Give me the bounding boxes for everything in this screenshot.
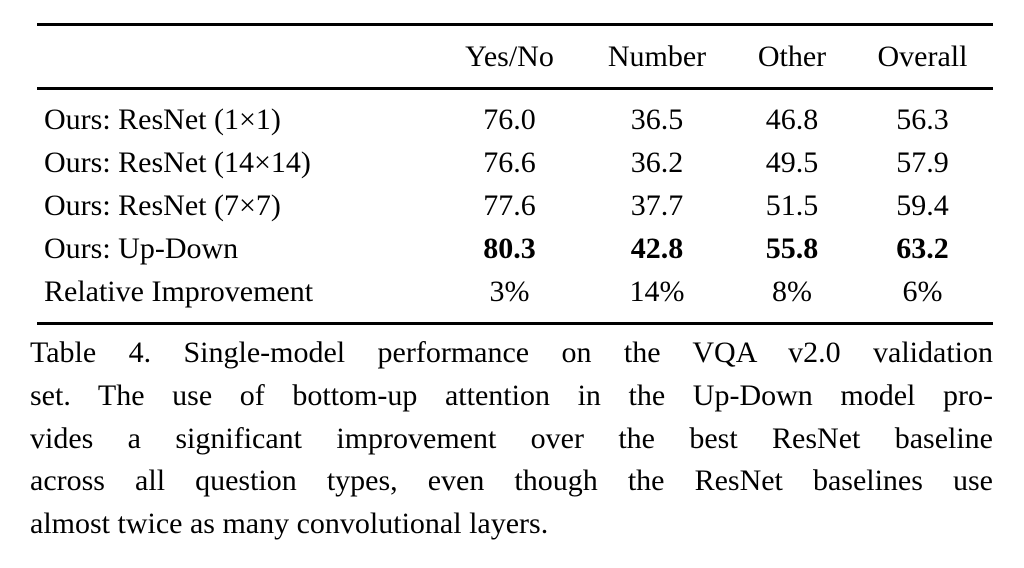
row-label: Ours: ResNet (14×14) [44, 146, 311, 179]
column-header-yes-no: Yes/No [465, 40, 554, 73]
caption-line: Table 4. Single-model performance on the… [30, 336, 993, 369]
column-header-blank [37, 26, 437, 87]
cell-yes-no: 80.3 [483, 232, 536, 265]
column-header-overall: Overall [877, 40, 968, 73]
results-table: Yes/No Number Other Overall Ours: ResNet… [37, 23, 993, 325]
cell-number: 14% [629, 275, 685, 308]
table-row-resnet-14x14: Ours: ResNet (14×14) 76.6 36.2 49.5 57.9 [37, 141, 993, 184]
column-header-other: Other [757, 40, 827, 73]
row-label: Relative Improvement [44, 275, 314, 308]
table-rule-bottom [37, 322, 993, 325]
cell-yes-no: 76.0 [483, 103, 536, 136]
cell-number: 36.5 [630, 103, 684, 136]
cell-overall: 56.3 [896, 103, 949, 136]
caption-line: set. The use of bottom-up attention in t… [30, 378, 993, 412]
caption-line: across all question types, even though t… [30, 464, 993, 498]
table-body: Ours: ResNet (1×1) 76.0 36.5 46.8 56.3 O… [37, 90, 993, 322]
cell-number: 42.8 [630, 232, 684, 265]
cell-yes-no: 76.6 [483, 146, 536, 179]
row-label: Ours: Up-Down [44, 232, 239, 265]
table-rule-mid [37, 87, 993, 90]
row-label: Ours: ResNet (1×1) [44, 103, 281, 136]
cell-other: 8% [772, 275, 812, 308]
table-row-relative-improvement: Relative Improvement 3% 14% 8% 6% [37, 270, 993, 313]
cell-overall: 63.2 [896, 232, 949, 265]
caption-line: almost twice as many convolutional layer… [30, 507, 549, 541]
cell-other: 55.8 [765, 232, 819, 265]
table-caption: Table 4. Single-model performance on the… [30, 332, 993, 546]
cell-yes-no: 77.6 [483, 189, 536, 222]
column-header-number: Number [607, 40, 707, 73]
table-row-resnet-1x1: Ours: ResNet (1×1) 76.0 36.5 46.8 56.3 [37, 98, 993, 141]
cell-overall: 57.9 [896, 146, 949, 179]
table-row-up-down: Ours: Up-Down 80.3 42.8 55.8 63.2 [37, 227, 993, 270]
row-label: Ours: ResNet (7×7) [44, 189, 281, 222]
table-row-resnet-7x7: Ours: ResNet (7×7) 77.6 37.7 51.5 59.4 [37, 184, 993, 227]
cell-number: 37.7 [630, 189, 684, 222]
cell-overall: 6% [902, 275, 943, 308]
cell-other: 49.5 [765, 146, 819, 179]
cell-other: 51.5 [765, 189, 819, 222]
cell-overall: 59.4 [896, 189, 949, 222]
table-header-row: Yes/No Number Other Overall [37, 26, 993, 87]
cell-other: 46.8 [765, 103, 819, 136]
cell-number: 36.2 [630, 146, 684, 179]
cell-yes-no: 3% [489, 275, 530, 308]
caption-line: vides a significant improvement over the… [30, 421, 993, 455]
table-rule-top [37, 23, 993, 26]
